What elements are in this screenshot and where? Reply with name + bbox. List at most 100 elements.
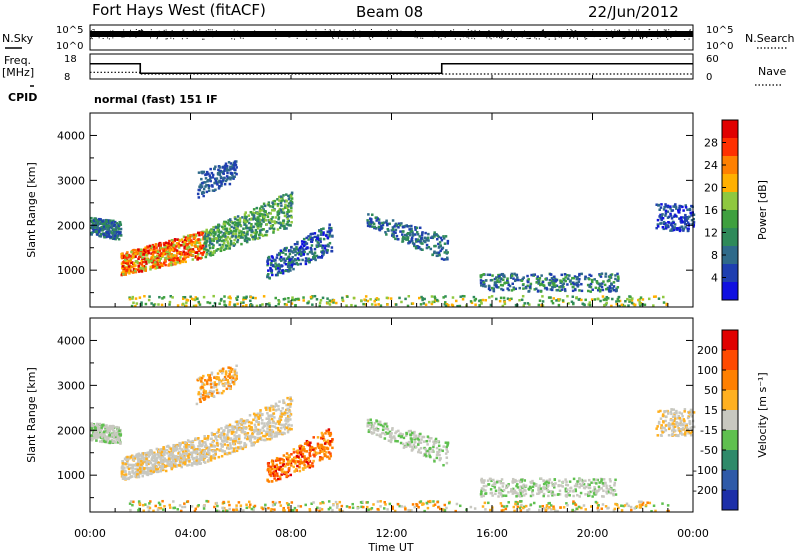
- power-echo: [305, 263, 308, 266]
- power-echo: [206, 301, 209, 304]
- power-echo: [668, 216, 671, 219]
- nsky-point: [488, 33, 489, 34]
- power-echo: [506, 277, 509, 280]
- power-echo: [425, 303, 428, 306]
- power-echo: [522, 276, 525, 279]
- nsky-point: [332, 37, 333, 38]
- power-echo: [390, 297, 393, 300]
- power-echo: [514, 280, 517, 283]
- power-echo: [228, 303, 231, 306]
- power-echo: [320, 299, 323, 302]
- velocity-echo: [178, 464, 181, 467]
- nsky-point: [530, 38, 531, 39]
- nsky-point: [477, 34, 478, 35]
- power-echo: [394, 238, 397, 241]
- power-echo: [371, 303, 374, 306]
- nsky-point: [468, 29, 469, 30]
- velocity-echo: [255, 426, 258, 429]
- power-echo: [684, 214, 687, 217]
- power-echo: [487, 273, 490, 276]
- nsky-point: [463, 36, 464, 37]
- power-echo: [326, 249, 329, 252]
- power-echo: [164, 246, 167, 249]
- power-echo: [226, 229, 229, 232]
- nsky-point: [390, 34, 391, 35]
- velocity-echo: [250, 421, 253, 424]
- nsky-point: [502, 37, 503, 38]
- nsky-point: [632, 37, 633, 38]
- power-echo: [129, 298, 132, 301]
- power-echo: [662, 296, 665, 299]
- power-echo: [310, 251, 313, 254]
- velocity-echo: [121, 466, 124, 469]
- velocity-echo: [195, 462, 198, 465]
- power-echo: [508, 284, 511, 287]
- nsky-point: [333, 38, 334, 39]
- power-echo: [172, 244, 175, 247]
- velocity-echo: [198, 453, 201, 456]
- nsky-point: [164, 30, 165, 31]
- power-echo: [196, 297, 199, 300]
- nsky-point: [574, 31, 575, 32]
- velocity-echo: [272, 408, 275, 411]
- power-echo: [438, 246, 441, 249]
- power-echo: [673, 226, 676, 229]
- power-echo: [482, 299, 485, 302]
- power-echo: [569, 279, 572, 282]
- nsky-point: [210, 29, 211, 30]
- velocity-echo: [200, 462, 203, 465]
- power-echo: [201, 253, 204, 256]
- nsky-point: [517, 32, 518, 33]
- power-echo: [604, 284, 607, 287]
- power-echo: [368, 221, 371, 224]
- nsky-point: [624, 38, 625, 39]
- velocity-echo: [160, 460, 163, 463]
- nsky-point: [631, 38, 632, 39]
- power-echo: [346, 295, 349, 298]
- power-echo: [170, 259, 173, 262]
- power-echo: [220, 176, 223, 179]
- nsky-point: [92, 32, 93, 33]
- nsky-point: [394, 36, 395, 37]
- power-echo: [288, 198, 291, 201]
- nsky-point: [276, 38, 277, 39]
- nsky-point: [667, 32, 668, 33]
- velocity-echo: [216, 432, 219, 435]
- nsky-point: [187, 38, 188, 39]
- velocity-echo: [149, 461, 152, 464]
- nsky-point: [306, 39, 307, 40]
- power-echo: [263, 295, 266, 298]
- power-echo: [618, 300, 621, 303]
- power-echo: [227, 222, 230, 225]
- nsky-point: [212, 36, 213, 37]
- power-echo: [404, 234, 407, 237]
- velocity-echo: [274, 405, 277, 408]
- power-echo: [229, 247, 232, 250]
- nsky-point: [681, 31, 682, 32]
- velocity-echo: [132, 459, 135, 462]
- power-echo: [255, 233, 257, 236]
- power-echo: [587, 290, 590, 293]
- velocity-echo: [207, 459, 210, 462]
- power-echo: [322, 297, 325, 300]
- power-echo: [572, 290, 575, 293]
- nsky-point: [137, 33, 138, 34]
- power-echo: [212, 247, 215, 250]
- power-echo: [353, 297, 356, 300]
- power-echo: [165, 257, 168, 260]
- nsky-point: [432, 31, 433, 32]
- nsky-point: [625, 37, 626, 38]
- nsky-point: [370, 39, 371, 40]
- nsky-point: [362, 33, 363, 34]
- nsky-point: [629, 31, 630, 32]
- power-echo: [373, 300, 376, 303]
- power-echo: [564, 276, 567, 279]
- colorbar-tick-label: 28: [704, 137, 718, 150]
- power-echo: [100, 226, 103, 229]
- power-echo: [220, 298, 223, 301]
- nsky-point: [300, 33, 301, 34]
- velocity-echo: [281, 407, 284, 410]
- velocity-echo: [187, 439, 190, 442]
- power-echo: [209, 247, 212, 250]
- power-echo: [664, 203, 667, 206]
